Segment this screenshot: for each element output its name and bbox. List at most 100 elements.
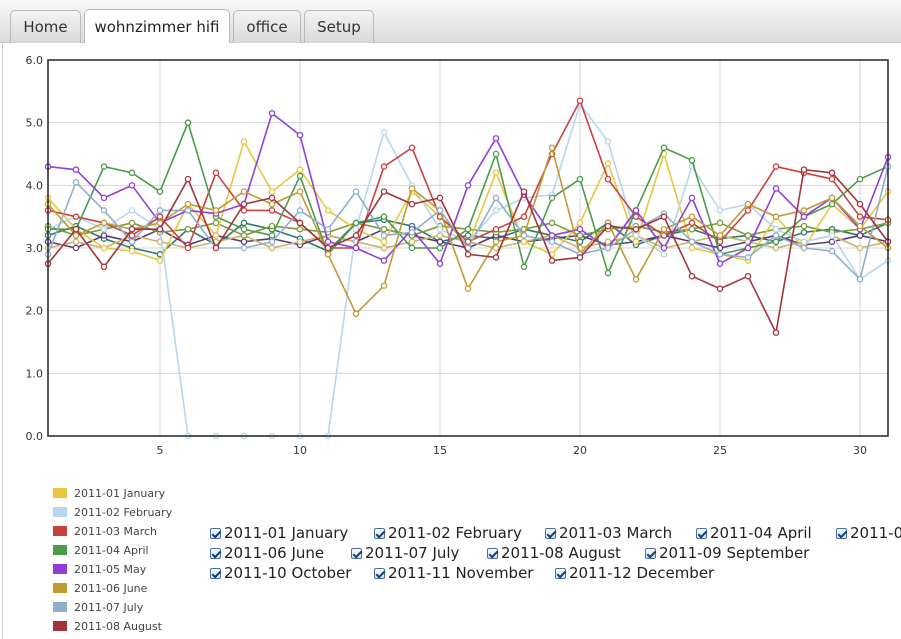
y-tick-label: 5.0: [26, 117, 44, 130]
data-point: [436, 232, 444, 239]
chart-series: [44, 97, 892, 440]
tab-home[interactable]: Home: [10, 10, 81, 43]
series-toggle[interactable]: 2011-02 February: [374, 524, 522, 542]
legend-swatch: [53, 583, 67, 593]
checkbox-icon[interactable]: [351, 547, 362, 559]
checkbox-icon[interactable]: [210, 567, 221, 579]
legend-label: 2011-08 August: [74, 619, 162, 633]
data-point: [408, 238, 416, 245]
data-point: [268, 222, 276, 230]
data-point: [408, 144, 416, 151]
series-toggle[interactable]: 2011-12 December: [555, 564, 714, 582]
data-point: [380, 225, 388, 233]
data-point: [380, 238, 388, 245]
data-point: [184, 175, 192, 183]
checkbox-icon[interactable]: [487, 547, 498, 559]
data-point: [156, 257, 164, 264]
data-point: [688, 219, 696, 227]
series-toggle-label: 2011-03 March: [559, 524, 673, 542]
tab-wohnzimmer-hifi[interactable]: wohnzimmer hifi: [84, 9, 230, 44]
data-point: [212, 169, 220, 177]
checkbox-icon[interactable]: [374, 527, 385, 539]
data-point: [772, 213, 780, 220]
data-point: [380, 257, 388, 264]
data-point: [576, 232, 584, 239]
checkbox-icon[interactable]: [836, 527, 847, 539]
series-toggle[interactable]: 2011-09 September: [645, 544, 809, 562]
data-point: [856, 213, 864, 220]
data-point: [716, 251, 724, 258]
data-point: [492, 135, 500, 142]
data-point: [688, 272, 696, 280]
data-point: [772, 238, 780, 245]
data-point: [100, 225, 108, 233]
series-toggle[interactable]: 2011-11 November: [374, 564, 533, 582]
checkbox-icon[interactable]: [555, 567, 566, 579]
checkbox-icon[interactable]: [545, 527, 556, 539]
data-point: [436, 207, 444, 214]
data-point: [772, 244, 780, 252]
data-point: [828, 238, 836, 245]
data-point: [464, 182, 472, 189]
data-point: [800, 207, 808, 214]
data-point: [688, 213, 696, 220]
data-point: [352, 232, 360, 239]
series-toggle-label: 2011-07 July: [365, 544, 460, 562]
checkbox-icon[interactable]: [696, 527, 707, 539]
data-point: [716, 232, 724, 239]
legend-item: 2011-07 July: [53, 599, 143, 615]
tab-office[interactable]: office: [233, 10, 301, 43]
series-toggle[interactable]: 2011-06 June: [210, 544, 324, 562]
data-point: [212, 244, 220, 252]
tab-setup[interactable]: Setup: [304, 10, 374, 43]
data-point: [688, 225, 696, 233]
data-point: [800, 238, 808, 245]
data-point: [296, 188, 304, 195]
data-point: [800, 229, 808, 236]
tab-panel: [2, 43, 901, 639]
data-point: [744, 272, 752, 280]
data-point: [296, 172, 304, 180]
data-point: [828, 194, 836, 202]
checkbox-icon[interactable]: [210, 547, 221, 559]
series-toggle[interactable]: 2011-08 August: [487, 544, 621, 562]
series-2011-07-july: [44, 163, 892, 283]
data-point: [744, 207, 752, 214]
data-point: [856, 232, 864, 239]
data-point: [576, 97, 584, 104]
data-point: [296, 225, 304, 233]
data-point: [688, 238, 696, 245]
legend-label: 2011-07 July: [74, 600, 144, 614]
data-point: [100, 244, 108, 252]
data-point: [660, 251, 668, 258]
data-point: [352, 219, 360, 227]
series-toggle[interactable]: 2011-07 July: [351, 544, 459, 562]
data-point: [436, 244, 444, 252]
data-point: [576, 254, 584, 261]
data-point: [72, 238, 80, 245]
legend-label: 2011-01 January: [74, 486, 166, 500]
data-point: [436, 194, 444, 202]
data-point: [856, 175, 864, 183]
legend-swatch: [53, 526, 67, 536]
checkbox-icon[interactable]: [374, 567, 385, 579]
data-point: [800, 166, 808, 173]
data-point: [492, 150, 500, 158]
data-point: [660, 225, 668, 233]
checkbox-icon[interactable]: [210, 527, 221, 539]
series-toggle[interactable]: 2011-03 March: [545, 524, 672, 542]
data-point: [604, 160, 612, 167]
legend-item: 2011-08 August: [53, 618, 162, 634]
series-toggle[interactable]: 2011-01 January: [210, 524, 348, 542]
data-point: [128, 219, 136, 227]
series-toggle[interactable]: 2011-0: [836, 524, 901, 542]
data-point: [100, 232, 108, 239]
series-toggle[interactable]: 2011-04 April: [696, 524, 812, 542]
checkbox-icon[interactable]: [645, 547, 656, 559]
data-point: [716, 260, 724, 267]
data-point: [772, 329, 780, 336]
series-toggle[interactable]: 2011-10 October: [210, 564, 351, 582]
data-point: [576, 175, 584, 183]
data-point: [240, 232, 248, 239]
data-point: [492, 238, 500, 245]
